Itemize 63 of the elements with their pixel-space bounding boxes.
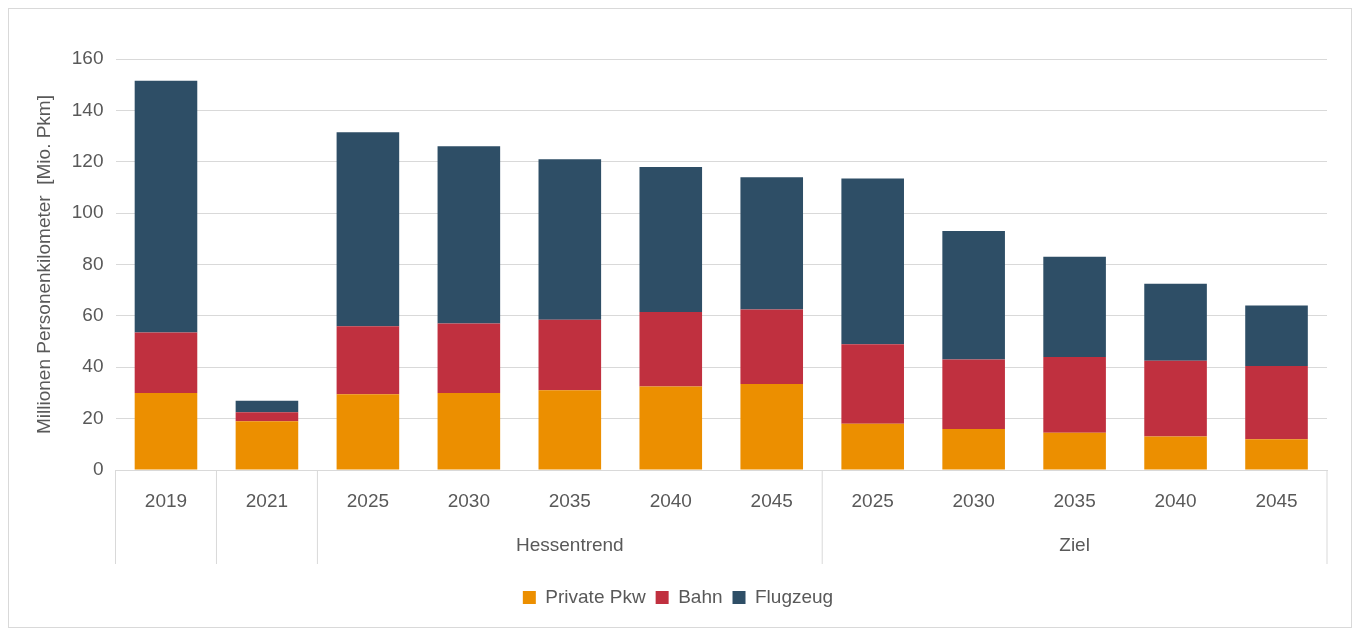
bar xyxy=(336,132,400,327)
bar xyxy=(134,332,198,393)
bar xyxy=(134,80,198,333)
bar xyxy=(639,386,703,470)
y-tick-label: 0 xyxy=(92,458,104,480)
x-tick-label: 2035 xyxy=(548,489,591,511)
bar xyxy=(235,400,299,413)
x-tick-label: 2035 xyxy=(1053,489,1096,511)
bar xyxy=(942,359,1005,429)
y-tick-label: 20 xyxy=(82,406,104,428)
bar xyxy=(841,344,904,424)
bar xyxy=(1144,360,1207,437)
bar xyxy=(437,323,501,393)
bar xyxy=(1043,256,1106,357)
bar xyxy=(538,159,602,320)
bar xyxy=(437,392,501,470)
bar xyxy=(1043,356,1106,433)
bar xyxy=(1245,305,1308,366)
bar xyxy=(639,166,703,313)
y-tick-label: 80 xyxy=(82,252,104,274)
x-tick-label: 2025 xyxy=(346,489,390,511)
bar xyxy=(437,146,501,324)
y-tick-label: 140 xyxy=(71,98,104,120)
legend-label: Private Pkw xyxy=(545,585,646,607)
x-tick-label: 2021 xyxy=(245,489,289,511)
bar xyxy=(740,177,804,310)
y-axis-title: Millionen Personenkilometer [Mio. Pkm] xyxy=(32,95,54,434)
bar xyxy=(942,231,1005,360)
x-tick-label: 2030 xyxy=(952,489,995,511)
bar xyxy=(235,421,299,470)
y-tick-label: 60 xyxy=(82,304,104,326)
bar xyxy=(538,390,602,470)
bar xyxy=(235,412,299,422)
x-tick-label: 2019 xyxy=(144,489,188,511)
legend-label: Flugzeug xyxy=(755,585,834,607)
bar xyxy=(1144,283,1207,361)
y-tick-label: 120 xyxy=(71,149,104,171)
bar xyxy=(942,428,1005,470)
bar xyxy=(134,392,198,470)
x-tick-label: 2040 xyxy=(649,489,692,511)
x-tick-label: 2045 xyxy=(1255,489,1298,511)
y-tick-label: 100 xyxy=(71,201,104,223)
bar xyxy=(336,326,400,395)
text: Ziel xyxy=(1059,534,1090,556)
x-tick-label: 2045 xyxy=(750,489,793,511)
bar xyxy=(841,178,904,345)
x-tick-label: 2040 xyxy=(1154,489,1197,511)
bar xyxy=(841,423,904,470)
bar xyxy=(1245,365,1308,440)
bar xyxy=(740,309,804,384)
y-tick-label: 160 xyxy=(71,47,104,69)
x-tick-label: 2025 xyxy=(851,489,894,511)
bar xyxy=(1144,436,1207,470)
legend-label: Bahn xyxy=(678,585,723,607)
bar xyxy=(336,394,400,470)
bar xyxy=(740,383,804,470)
bar xyxy=(639,312,703,387)
text: Hessentrend xyxy=(515,534,624,556)
bar xyxy=(1245,439,1308,470)
bar xyxy=(538,319,602,391)
bar xyxy=(1043,432,1106,470)
y-tick-label: 40 xyxy=(82,355,104,377)
x-tick-label: 2030 xyxy=(447,489,490,511)
